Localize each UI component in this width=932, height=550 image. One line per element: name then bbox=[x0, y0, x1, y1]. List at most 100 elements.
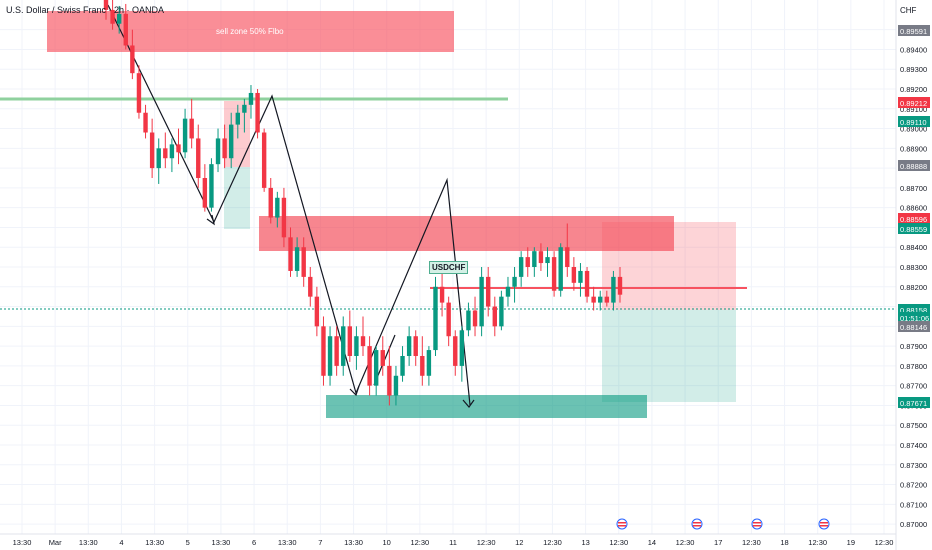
us-flag-event-icon bbox=[616, 518, 628, 530]
price-badge-label: 0.89591 bbox=[900, 27, 927, 36]
candle-body bbox=[123, 13, 128, 46]
candle-body bbox=[116, 13, 122, 24]
candle-body bbox=[176, 144, 181, 153]
candle-body bbox=[380, 350, 385, 366]
candle-body bbox=[222, 138, 227, 159]
candle-body bbox=[584, 270, 590, 297]
candle-body bbox=[196, 138, 201, 178]
time-tick-label: 12:30 bbox=[676, 538, 695, 547]
us-flag-event-icon bbox=[691, 518, 703, 530]
time-tick-label: 11 bbox=[449, 538, 457, 547]
candle-body bbox=[163, 148, 168, 159]
price-tick-label: 0.87900 bbox=[900, 342, 927, 351]
candle-body bbox=[393, 375, 399, 396]
price-tick-label: 0.87400 bbox=[900, 441, 927, 450]
price-badge bbox=[898, 25, 930, 36]
candle-body bbox=[453, 336, 458, 366]
time-tick-label: 13:30 bbox=[79, 538, 98, 547]
candle-body bbox=[143, 112, 148, 133]
price-tick-label: 0.89000 bbox=[900, 125, 927, 134]
candle-body bbox=[439, 286, 445, 303]
sell-zone-middle[interactable] bbox=[259, 216, 674, 251]
time-tick-label: 4 bbox=[119, 538, 123, 547]
time-tick-label: 12:30 bbox=[543, 538, 562, 547]
candle-body bbox=[189, 118, 194, 139]
time-tick-label: 12:30 bbox=[410, 538, 429, 547]
price-badge bbox=[898, 312, 930, 323]
time-tick-label: 14 bbox=[648, 538, 656, 547]
candle-body bbox=[598, 296, 603, 303]
price-tick-label: 0.87300 bbox=[900, 461, 927, 470]
price-badge bbox=[898, 397, 930, 408]
candle-body bbox=[565, 247, 570, 267]
price-tick-label: 0.89400 bbox=[900, 45, 927, 54]
candle-body bbox=[281, 197, 287, 238]
candle-body bbox=[327, 336, 333, 376]
candle-body bbox=[472, 310, 478, 327]
pullback-box-green[interactable] bbox=[224, 167, 250, 229]
candle-body bbox=[518, 257, 524, 277]
price-badge bbox=[898, 97, 930, 108]
candle-body bbox=[512, 276, 517, 287]
candle-body bbox=[558, 247, 563, 291]
candle-body bbox=[301, 247, 306, 277]
candle-body bbox=[261, 132, 267, 188]
price-tick-label: 0.88200 bbox=[900, 283, 927, 292]
time-tick-label: 13:30 bbox=[344, 538, 363, 547]
demand-zone-green[interactable] bbox=[326, 395, 647, 418]
price-tick-label: 0.89200 bbox=[900, 85, 927, 94]
candle-body bbox=[578, 270, 583, 283]
candle-body bbox=[486, 276, 491, 307]
candles-group bbox=[103, 0, 623, 406]
time-tick-label: 13 bbox=[581, 538, 589, 547]
chart-title: U.S. Dollar / Swiss Franc · 2h · OANDA bbox=[6, 5, 165, 15]
time-tick-label: 17 bbox=[714, 538, 722, 547]
flag-stripe bbox=[618, 522, 626, 524]
position-stop-box[interactable] bbox=[602, 222, 736, 310]
price-badge bbox=[898, 160, 930, 171]
candle-body bbox=[149, 132, 155, 169]
time-tick-label: 13:30 bbox=[145, 538, 164, 547]
price-tick-label: 0.87100 bbox=[900, 500, 927, 509]
candle-body bbox=[275, 197, 280, 218]
candle-body bbox=[360, 336, 366, 347]
price-badge-label: 0.89110 bbox=[900, 118, 927, 127]
flag-stripe bbox=[693, 525, 701, 527]
flag-stripe bbox=[618, 525, 626, 527]
price-tick-label: 0.88900 bbox=[900, 144, 927, 153]
price-tick-label: 0.87000 bbox=[900, 520, 927, 529]
time-tick-label: 7 bbox=[318, 538, 322, 547]
time-tick-label: 13:30 bbox=[13, 538, 32, 547]
candle-body bbox=[492, 306, 497, 327]
candle-body bbox=[545, 257, 550, 264]
zigzag-projection[interactable] bbox=[107, 4, 471, 406]
time-tick-label: 12:30 bbox=[808, 538, 827, 547]
time-tick-label: Mar bbox=[49, 538, 62, 547]
price-badge-label: 0.88596 bbox=[900, 215, 927, 224]
price-badge-label: 0.89212 bbox=[900, 99, 927, 108]
candle-body bbox=[215, 138, 221, 165]
time-tick-label: 6 bbox=[252, 538, 256, 547]
candle-body bbox=[169, 144, 175, 159]
time-axis[interactable]: 13:30 Mar 13:30 4 13:30 5 13:30 6 13:30 7 13:30 10 1… bbox=[13, 538, 894, 547]
arrowhead-2 bbox=[349, 385, 360, 397]
price-tick-label: 0.88600 bbox=[900, 204, 927, 213]
candle-body bbox=[406, 336, 412, 356]
price-tick-label: 0.87800 bbox=[900, 362, 927, 371]
candle-body bbox=[617, 276, 623, 295]
candle-body bbox=[426, 350, 432, 376]
position-target-box[interactable] bbox=[602, 310, 736, 402]
candle-body bbox=[591, 296, 596, 303]
candle-body bbox=[347, 326, 353, 356]
arrowhead-3 bbox=[462, 399, 475, 408]
flag-stripe bbox=[820, 522, 828, 524]
candle-body bbox=[479, 276, 484, 327]
price-tick-label: 0.88400 bbox=[900, 243, 927, 252]
candle-body bbox=[209, 164, 214, 208]
candle-body bbox=[334, 336, 339, 366]
candle-body bbox=[294, 247, 300, 271]
price-tick-label: 0.87200 bbox=[900, 481, 927, 490]
candle-body bbox=[400, 356, 405, 376]
